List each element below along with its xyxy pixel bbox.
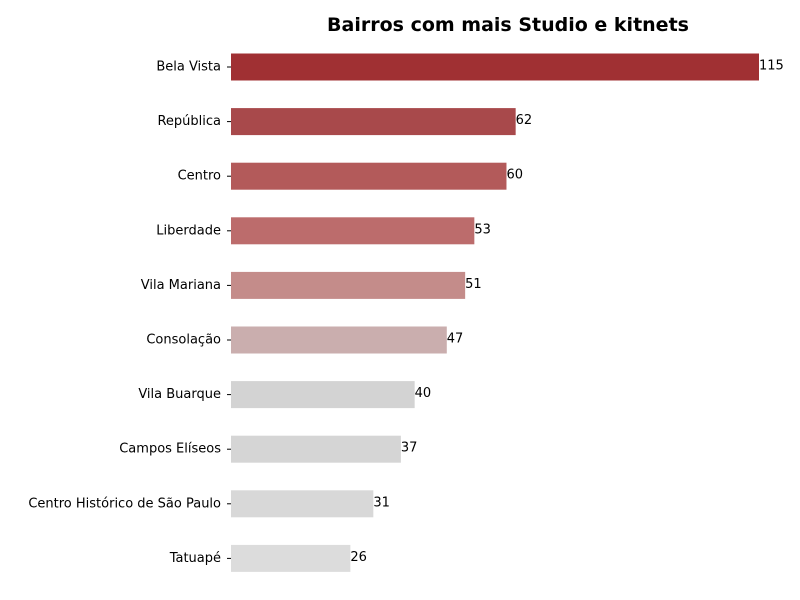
- y-tick-label-7: Campos Elíseos: [119, 442, 221, 457]
- bar-3: [231, 217, 475, 245]
- bars-layer: Bela Vista 115 República 62 Centro 60 Liberdad…: [28, 53, 784, 572]
- data-label-2: 60: [506, 168, 523, 183]
- data-label-8: 31: [373, 495, 390, 510]
- y-tick-label-3: Liberdade: [156, 223, 221, 238]
- data-label-0: 115: [759, 59, 784, 74]
- y-tick-label-5: Consolação: [146, 333, 221, 348]
- data-label-5: 47: [447, 332, 464, 347]
- y-tick-label-0: Bela Vista: [156, 60, 221, 75]
- bar-5: [231, 326, 447, 354]
- y-tick-label-6: Vila Buarque: [138, 387, 221, 402]
- chart-title: Bairros com mais Studio e kitnets: [327, 14, 689, 36]
- y-tick-label-8: Centro Histórico de São Paulo: [28, 496, 221, 511]
- bar-8: [231, 490, 374, 518]
- y-tick-label-1: República: [157, 114, 221, 129]
- bar-0: [231, 53, 759, 81]
- data-label-9: 26: [350, 550, 367, 565]
- bar-7: [231, 435, 401, 463]
- bar-6: [231, 381, 415, 409]
- data-label-6: 40: [415, 386, 432, 401]
- y-tick-label-4: Vila Mariana: [141, 278, 221, 293]
- bar-1: [231, 108, 516, 136]
- y-tick-label-9: Tatuapé: [169, 551, 221, 566]
- data-label-7: 37: [401, 441, 418, 456]
- data-label-3: 53: [474, 222, 491, 237]
- data-label-4: 51: [465, 277, 482, 292]
- bar-2: [231, 162, 507, 190]
- y-tick-label-2: Centro: [178, 169, 221, 184]
- bar-9: [231, 544, 351, 572]
- bar-4: [231, 271, 466, 299]
- data-label-1: 62: [516, 113, 533, 128]
